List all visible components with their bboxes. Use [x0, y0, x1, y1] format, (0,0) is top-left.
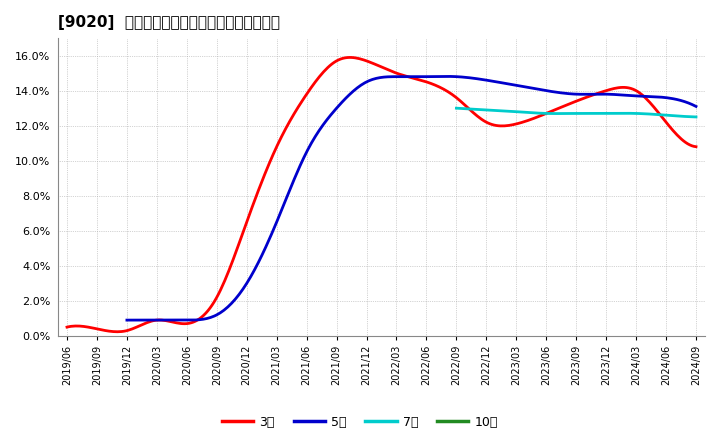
3年: [441, 88, 450, 93]
7年: [654, 112, 662, 117]
5年: [441, 74, 449, 79]
7年: [599, 111, 608, 116]
7年: [692, 114, 701, 120]
5年: [463, 75, 472, 80]
3年: [63, 324, 71, 330]
7年: [594, 111, 603, 116]
Line: 5年: 5年: [127, 77, 696, 320]
5年: [606, 92, 615, 97]
7年: [452, 106, 461, 111]
3年: [113, 329, 122, 334]
Text: [9020]  当期純利益マージンの標準偏差の推移: [9020] 当期純利益マージンの標準偏差の推移: [58, 15, 280, 30]
3年: [597, 89, 606, 95]
5年: [170, 318, 179, 323]
3年: [692, 144, 701, 149]
3年: [347, 55, 356, 60]
5年: [465, 75, 474, 81]
7年: [595, 111, 603, 116]
5年: [122, 318, 131, 323]
7年: [670, 113, 678, 118]
Line: 3年: 3年: [67, 58, 696, 332]
3年: [637, 92, 646, 97]
3年: [65, 324, 73, 329]
Line: 7年: 7年: [456, 108, 696, 117]
5年: [474, 77, 483, 82]
3年: [452, 95, 461, 100]
5年: [642, 94, 651, 99]
7年: [453, 106, 462, 111]
5年: [125, 318, 133, 323]
3年: [439, 87, 448, 92]
Legend: 3年, 5年, 7年, 10年: 3年, 5年, 7年, 10年: [217, 411, 503, 434]
5年: [692, 104, 701, 109]
